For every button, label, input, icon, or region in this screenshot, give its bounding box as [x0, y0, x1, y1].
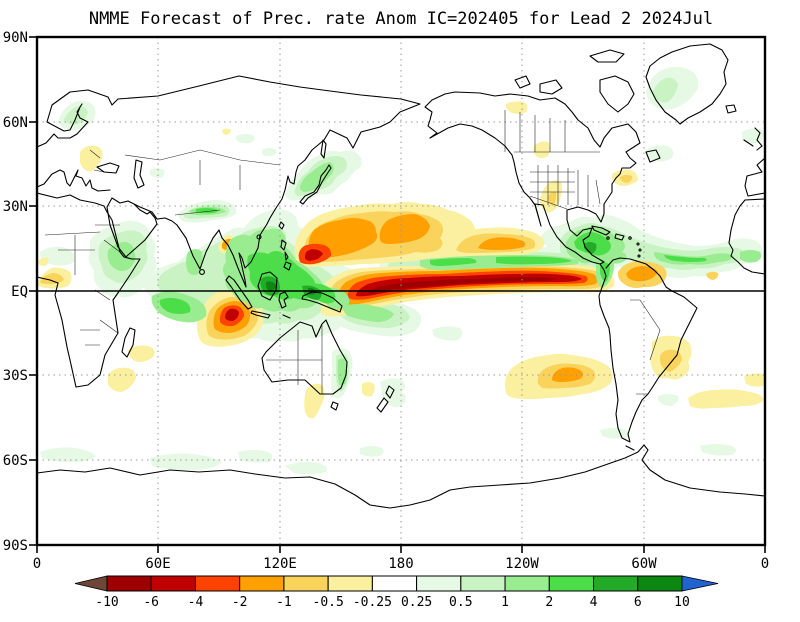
lon-tick-0w: 0	[33, 556, 41, 572]
country-borders	[44, 110, 661, 395]
anomaly-fill-neg-10	[368, 277, 558, 294]
cbar-label: 0.25	[401, 595, 432, 610]
lon-tick-0e: 0	[761, 556, 769, 572]
axis-ticks	[29, 36, 766, 553]
lat-tick-90n: 90N	[3, 30, 28, 46]
lat-tick-60s: 60S	[3, 453, 28, 469]
cbar-label: -0.25	[353, 595, 392, 610]
chart-title: NMME Forecast of Prec. rate Anom IC=2024…	[89, 9, 713, 29]
cbar-label: 4	[590, 595, 598, 610]
cbar-label: 6	[634, 595, 642, 610]
lon-tick-120w: 120W	[505, 556, 539, 572]
lon-tick-60w: 60W	[631, 556, 657, 572]
map-frame	[35, 35, 767, 547]
lon-axis-labels: 0 60E 120E 180 120W 60W 0	[33, 556, 769, 572]
cbar-label: -6	[143, 595, 159, 610]
cbar-label: 1	[501, 595, 509, 610]
colorbar-segments	[106, 575, 683, 592]
colorbar: -10 -6 -4 -2 -1 -0.5 -0.25 0.25 0.5 1 2 …	[74, 575, 719, 610]
cbar-label: -10	[95, 595, 118, 610]
coastlines	[37, 43, 765, 509]
cbar-label: 0.5	[449, 595, 472, 610]
lon-tick-120e: 120E	[263, 556, 297, 572]
colorbar-labels: -10 -6 -4 -2 -1 -0.5 -0.25 0.25 0.5 1 2 …	[95, 595, 690, 610]
lat-tick-90s: 90S	[3, 538, 28, 554]
colorbar-above-arrow-icon	[681, 575, 719, 592]
cbar-label: -2	[232, 595, 248, 610]
lon-tick-60e: 60E	[145, 556, 170, 572]
lon-tick-180: 180	[388, 556, 413, 572]
lat-tick-60n: 60N	[3, 115, 28, 131]
cbar-label: -1	[276, 595, 292, 610]
lat-axis-labels: 90N 60N 30N EQ 30S 60S 90S	[3, 30, 28, 554]
anomaly-fill-pos-2	[159, 208, 707, 314]
cbar-label: 2	[545, 595, 553, 610]
colorbar-below-arrow-icon	[74, 575, 108, 592]
lat-tick-eq: EQ	[11, 284, 28, 300]
cbar-label: -4	[188, 595, 204, 610]
cbar-label: -0.5	[313, 595, 344, 610]
lat-tick-30s: 30S	[3, 368, 28, 384]
cbar-label: 10	[674, 595, 690, 610]
lat-tick-30n: 30N	[3, 199, 28, 215]
